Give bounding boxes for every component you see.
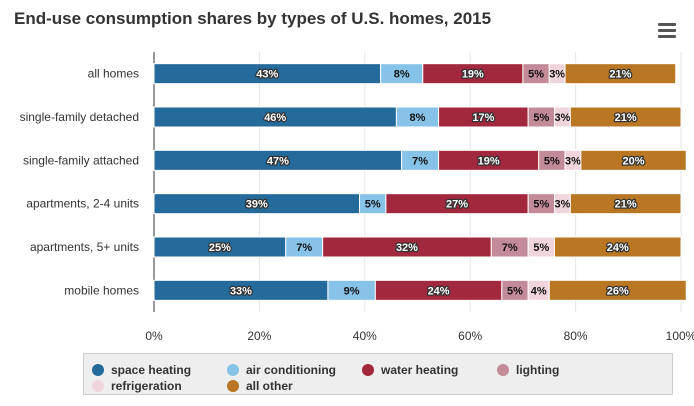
- data-label: 19%: [478, 155, 500, 167]
- legend-swatch: [227, 364, 239, 376]
- data-label: 47%: [267, 155, 289, 167]
- legend-swatch: [92, 380, 104, 392]
- data-label: 9%: [344, 285, 360, 297]
- data-label: 5%: [507, 285, 523, 297]
- hamburger-menu-icon[interactable]: [656, 20, 678, 40]
- y-tick-label: apartments, 2-4 units: [26, 197, 139, 211]
- legend-swatch: [227, 380, 239, 392]
- data-label: 25%: [209, 242, 231, 254]
- data-label: 20%: [623, 155, 645, 167]
- chart-title: End-use consumption shares by types of U…: [14, 9, 492, 28]
- data-label: 21%: [615, 112, 637, 124]
- legend-swatch: [362, 364, 374, 376]
- data-label: 3%: [554, 199, 570, 211]
- data-label: 7%: [412, 155, 428, 167]
- data-label: 3%: [554, 112, 570, 124]
- data-label: 3%: [549, 69, 565, 81]
- data-label: 3%: [565, 155, 581, 167]
- legend-label: refrigeration: [111, 379, 182, 393]
- data-label: 8%: [394, 69, 410, 81]
- data-label: 43%: [256, 69, 278, 81]
- bar-segment: [564, 63, 677, 85]
- y-tick-label: single-family attached: [23, 153, 139, 167]
- data-label: 5%: [365, 199, 381, 211]
- data-label: 24%: [428, 285, 450, 297]
- data-label: 33%: [230, 285, 252, 297]
- data-label: 5%: [533, 242, 549, 254]
- data-label: 21%: [609, 69, 631, 81]
- data-label: 5%: [533, 112, 549, 124]
- data-label: 8%: [410, 112, 426, 124]
- chart-legend: space heating air conditioning water heati…: [83, 353, 673, 395]
- legend-label: space heating: [111, 363, 192, 377]
- bar-segment: [569, 193, 682, 215]
- x-tick-label: 60%: [458, 329, 482, 343]
- data-label: 26%: [607, 285, 629, 297]
- data-label: 21%: [615, 199, 637, 211]
- x-tick-label: 100%: [666, 329, 694, 343]
- y-tick-label: mobile homes: [64, 283, 139, 297]
- data-label: 7%: [502, 242, 518, 254]
- legend-swatch: [92, 364, 104, 376]
- data-label: 24%: [607, 242, 629, 254]
- y-tick-label: apartments, 5+ units: [30, 240, 139, 254]
- data-label: 32%: [396, 242, 418, 254]
- legend-swatch: [497, 364, 509, 376]
- legend-label: water heating: [381, 363, 459, 377]
- legend-label: lighting: [516, 363, 560, 377]
- data-label: 27%: [446, 199, 468, 211]
- y-tick-label: all homes: [88, 67, 139, 81]
- data-label: 5%: [533, 199, 549, 211]
- data-label: 46%: [264, 112, 286, 124]
- data-label: 39%: [246, 199, 268, 211]
- legend-label: air conditioning: [246, 363, 336, 377]
- legend-label: all other: [246, 379, 293, 393]
- x-tick-label: 20%: [247, 329, 271, 343]
- x-tick-label: 80%: [564, 329, 588, 343]
- data-label: 5%: [528, 69, 544, 81]
- bar-segment: [569, 106, 682, 128]
- x-tick-label: 40%: [353, 329, 377, 343]
- x-tick-label: 0%: [145, 329, 163, 343]
- data-label: 19%: [462, 69, 484, 81]
- bar-segment: [548, 279, 687, 301]
- data-label: 4%: [531, 285, 547, 297]
- bar-segment: [580, 149, 687, 171]
- bar-segment: [554, 236, 682, 258]
- data-label: 17%: [472, 112, 494, 124]
- data-label: 7%: [296, 242, 312, 254]
- y-tick-label: single-family detached: [20, 110, 139, 124]
- data-label: 5%: [544, 155, 560, 167]
